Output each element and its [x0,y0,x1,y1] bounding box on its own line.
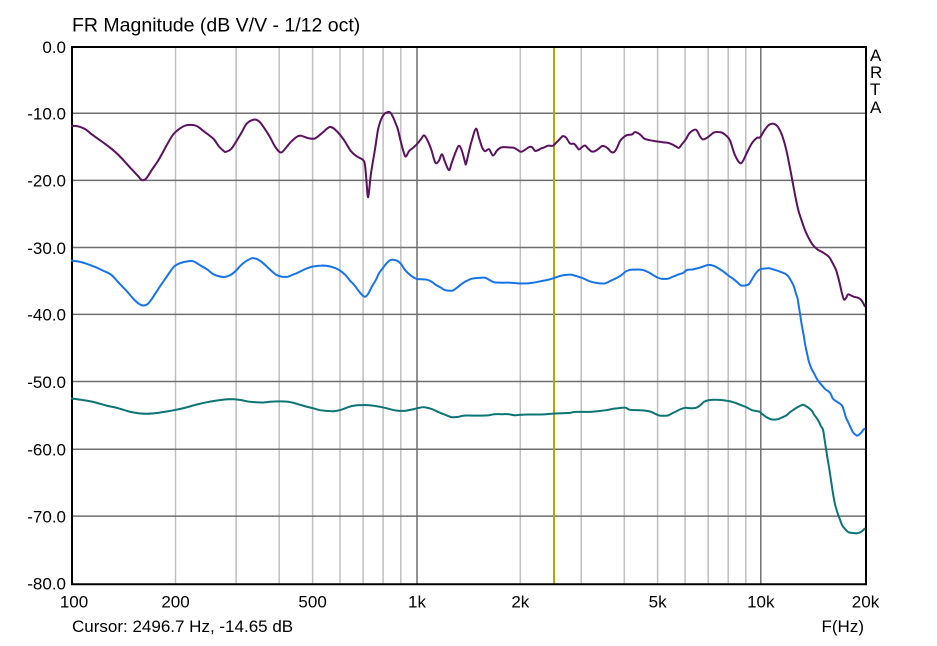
svg-text:5k: 5k [649,593,667,612]
svg-text:-70.0: -70.0 [27,507,66,526]
svg-text:-80.0: -80.0 [27,575,66,594]
svg-text:F(Hz): F(Hz) [822,617,864,636]
svg-text:-30.0: -30.0 [27,239,66,258]
svg-text:2k: 2k [511,593,529,612]
svg-text:-50.0: -50.0 [27,373,66,392]
svg-text:-40.0: -40.0 [27,306,66,325]
svg-text:Cursor: 2496.7 Hz, -14.65 dB: Cursor: 2496.7 Hz, -14.65 dB [72,617,293,636]
svg-text:-60.0: -60.0 [27,441,66,460]
svg-text:T: T [870,80,880,99]
svg-text:100: 100 [60,593,88,612]
svg-text:R: R [870,63,882,82]
svg-text:0.0: 0.0 [42,38,66,57]
svg-text:500: 500 [298,593,326,612]
svg-text:200: 200 [161,593,189,612]
svg-text:-20.0: -20.0 [27,172,66,191]
svg-text:A: A [870,98,882,117]
svg-text:-10.0: -10.0 [27,105,66,124]
svg-text:FR Magnitude (dB V/V - 1/12 oc: FR Magnitude (dB V/V - 1/12 oct) [72,15,360,37]
svg-text:10k: 10k [747,593,775,612]
svg-text:20k: 20k [852,593,880,612]
svg-text:1k: 1k [408,593,426,612]
svg-text:A: A [870,46,882,65]
